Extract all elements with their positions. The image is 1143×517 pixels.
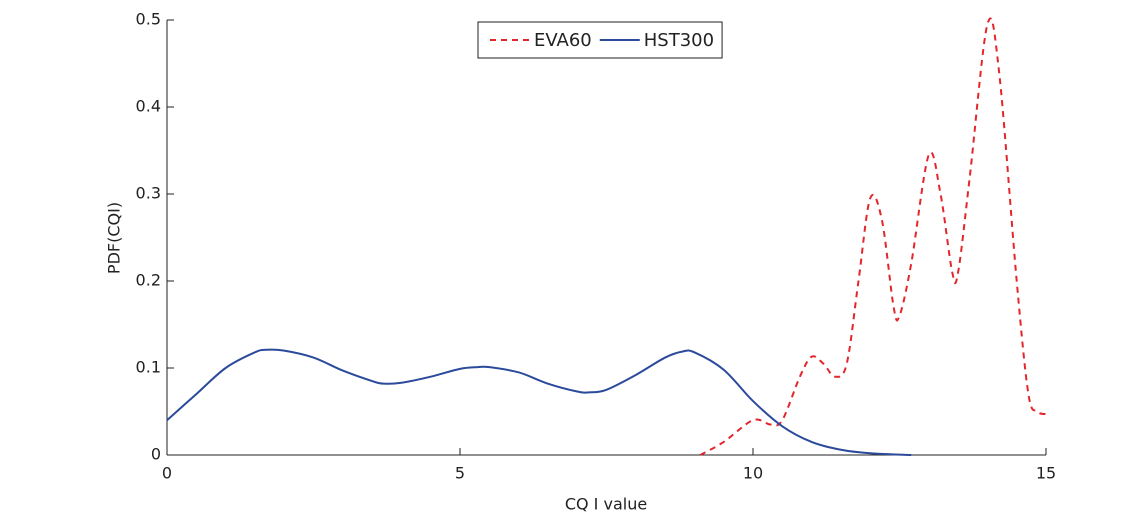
x-tick-label: 10 [743,464,763,483]
legend-label: HST300 [644,30,714,51]
x-axis-label: CQ I value [565,495,647,514]
y-tick-label: 0 [151,445,161,464]
y-axis-label: PDF(CQI) [105,202,124,274]
y-tick-label: 0.5 [136,10,161,29]
x-tick-label: 0 [162,464,172,483]
x-tick-label: 15 [1036,464,1056,483]
y-tick-label: 0.2 [136,271,161,290]
legend-label: EVA60 [534,30,592,51]
line-series [699,17,1047,456]
line-series [166,348,912,456]
legend: EVA60 HST300 [477,21,723,59]
y-tick-label: 0.3 [136,184,161,203]
y-tick-label: 0.1 [136,358,161,377]
x-tick-label: 5 [455,464,465,483]
y-tick-label: 0.4 [136,97,161,116]
